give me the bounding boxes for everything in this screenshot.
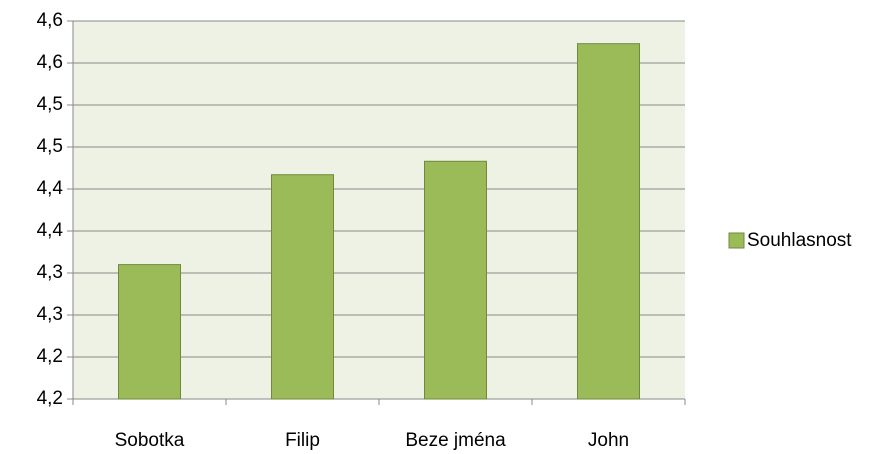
x-tick-label: Filip: [285, 430, 320, 451]
legend-swatch: [728, 232, 745, 249]
x-tick-label: Beze jména: [405, 430, 506, 451]
x-tick-label: Sobotka: [115, 430, 185, 451]
bar: [271, 174, 334, 400]
y-tick-label: 4,6: [37, 10, 63, 31]
y-tick-label: 4,2: [37, 388, 63, 409]
y-tick-label: 4,6: [37, 52, 63, 73]
y-tick-label: 4,3: [37, 304, 63, 325]
y-tick-label: 4,4: [37, 178, 64, 199]
bar: [118, 264, 181, 400]
bar: [577, 43, 640, 400]
y-tick-label: 4,3: [37, 262, 63, 283]
x-tick-label: John: [588, 430, 629, 451]
legend-label: Souhlasnost: [747, 230, 852, 251]
y-tick-label: 4,5: [37, 94, 63, 115]
y-tick-label: 4,2: [37, 346, 63, 367]
bar: [424, 160, 487, 400]
y-tick-label: 4,4: [37, 220, 64, 241]
y-tick-label: 4,5: [37, 136, 63, 157]
